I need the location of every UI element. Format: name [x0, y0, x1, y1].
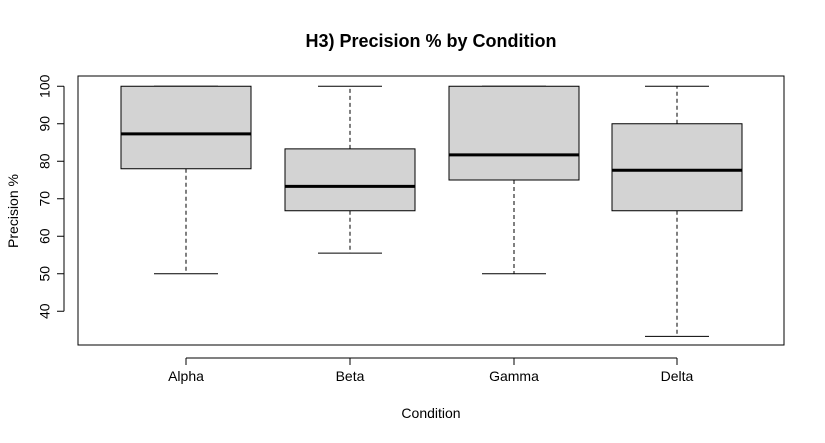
y-tick-label-100: 100 — [37, 74, 53, 98]
y-tick-label-70: 70 — [37, 191, 53, 207]
box-gamma — [448, 85, 580, 181]
chart-title: H3) Precision % by Condition — [305, 31, 556, 51]
x-axis-label: Condition — [401, 405, 460, 421]
plot-frame — [77, 75, 785, 346]
y-tick-label-60: 60 — [37, 228, 53, 244]
plot-area: 40 50 60 70 80 90 100 Alpha Beta Gamma Delta — [37, 74, 743, 384]
y-axis-label: Precision % — [5, 174, 21, 248]
y-tick-label-80: 80 — [37, 153, 53, 169]
x-tick-label-delta: Delta — [661, 368, 694, 384]
box-delta — [611, 123, 743, 212]
box-beta — [284, 148, 416, 212]
y-tick-label-40: 40 — [37, 303, 53, 319]
y-tick-label-90: 90 — [37, 116, 53, 132]
x-tick-label-beta: Beta — [336, 368, 365, 384]
y-tick-label-50: 50 — [37, 266, 53, 282]
box-alpha — [120, 85, 252, 170]
x-tick-label-gamma: Gamma — [489, 368, 539, 384]
x-tick-label-alpha: Alpha — [168, 368, 204, 384]
